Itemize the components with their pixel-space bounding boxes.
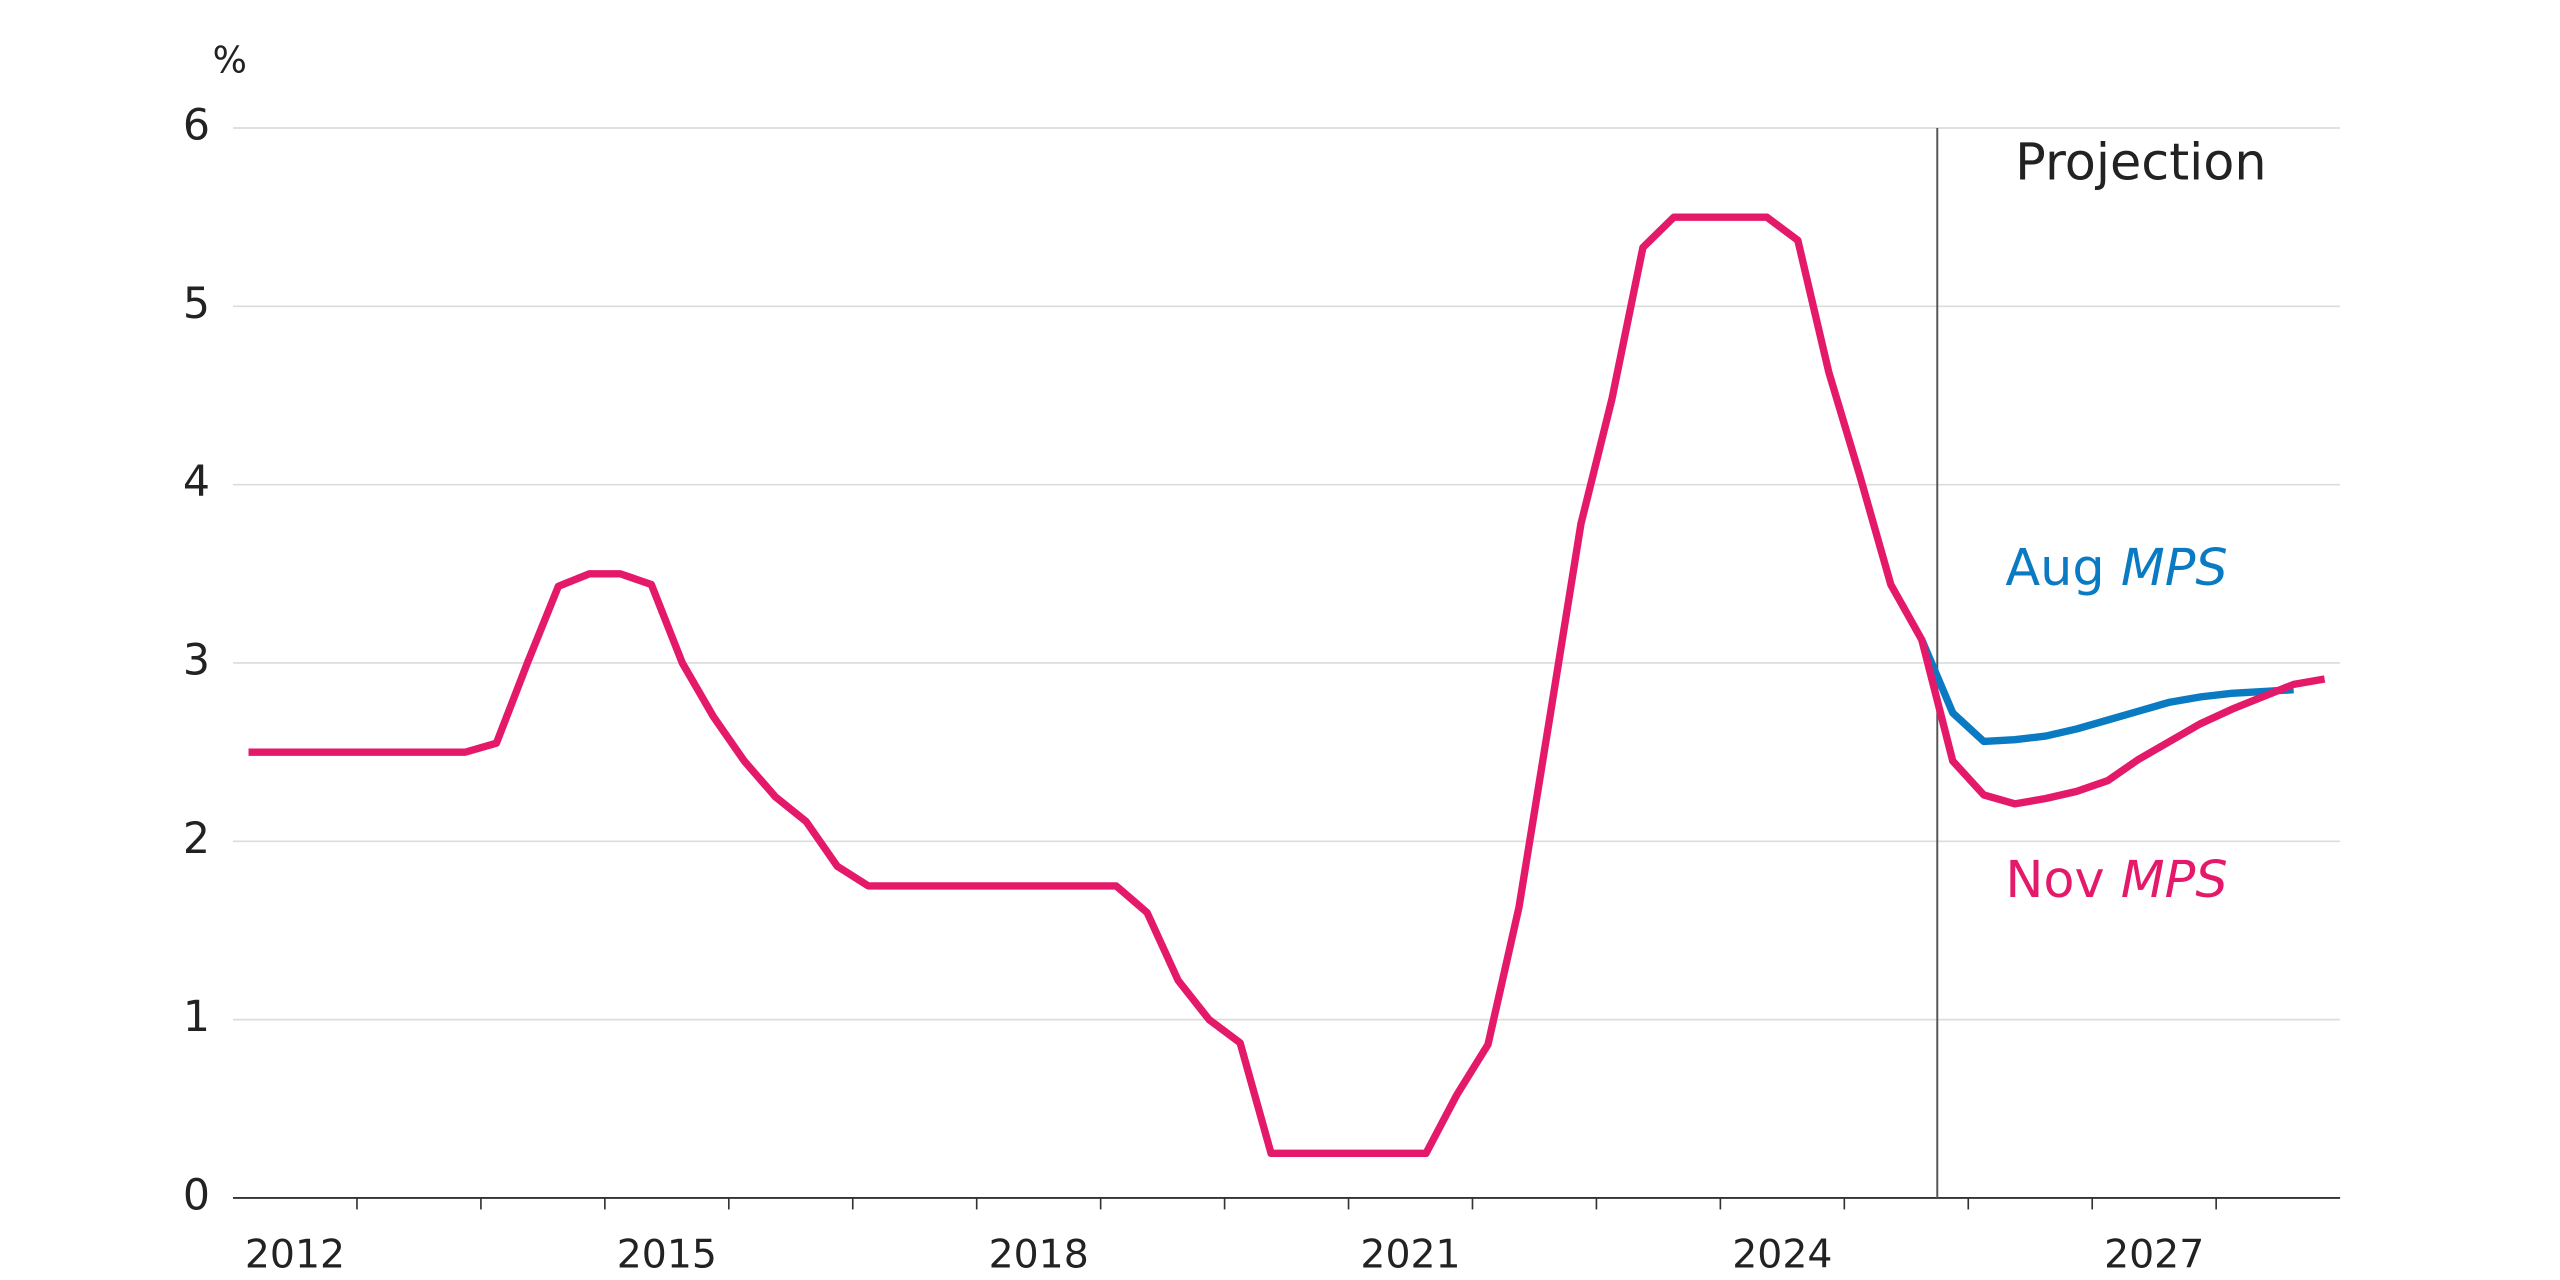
series-label: Nov MPS [2005, 850, 2227, 909]
x-tick-label: 2021 [1360, 1232, 1460, 1278]
y-unit-label: % [213, 38, 247, 81]
y-tick-label: 5 [183, 279, 210, 329]
y-tick-label: 2 [183, 814, 210, 864]
y-tick-label: 4 [183, 457, 210, 507]
y-tick-label: 0 [183, 1170, 210, 1220]
series-line [248, 213, 2326, 1158]
y-tick-label: 3 [183, 635, 210, 685]
x-tick-label: 2018 [989, 1232, 1089, 1278]
y-tick-label: 1 [183, 992, 210, 1042]
x-tick-label: 2024 [1732, 1232, 1832, 1278]
x-tick-label: 2027 [2104, 1232, 2204, 1278]
projection-label: Projection [2015, 133, 2267, 192]
series-line [1918, 638, 2294, 746]
x-tick-label: 2012 [245, 1232, 345, 1278]
x-tick-label: 2015 [617, 1232, 717, 1278]
y-tick-label: 6 [183, 101, 210, 151]
series-label: Aug MPS [2005, 538, 2227, 597]
